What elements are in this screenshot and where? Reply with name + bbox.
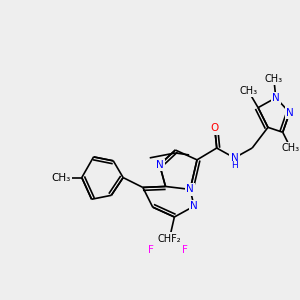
Text: F: F — [182, 245, 188, 256]
Text: H: H — [231, 161, 238, 170]
Text: CH₃: CH₃ — [239, 86, 257, 96]
Text: N: N — [286, 108, 293, 118]
Text: N: N — [190, 201, 198, 211]
Text: F: F — [148, 245, 154, 256]
Text: N: N — [272, 93, 280, 103]
Text: O: O — [211, 123, 219, 133]
Text: N: N — [186, 184, 194, 194]
Text: N: N — [156, 160, 164, 170]
Text: CH₃: CH₃ — [52, 172, 71, 183]
Text: CH₃: CH₃ — [265, 74, 283, 84]
Text: CH₃: CH₃ — [281, 143, 300, 153]
Text: N: N — [231, 153, 238, 163]
Text: CHF₂: CHF₂ — [158, 234, 181, 244]
